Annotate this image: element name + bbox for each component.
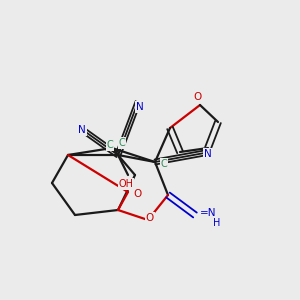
Text: =N: =N [200, 208, 217, 218]
Text: O: O [134, 189, 142, 199]
Text: N: N [136, 102, 144, 112]
Text: C: C [118, 138, 125, 148]
Text: O: O [194, 92, 202, 102]
Text: N: N [78, 125, 86, 135]
Text: C: C [106, 140, 113, 150]
Text: OH: OH [118, 179, 134, 189]
Text: N: N [204, 149, 212, 159]
Text: O: O [146, 213, 154, 223]
Text: H: H [213, 218, 220, 228]
Text: C: C [160, 159, 167, 169]
